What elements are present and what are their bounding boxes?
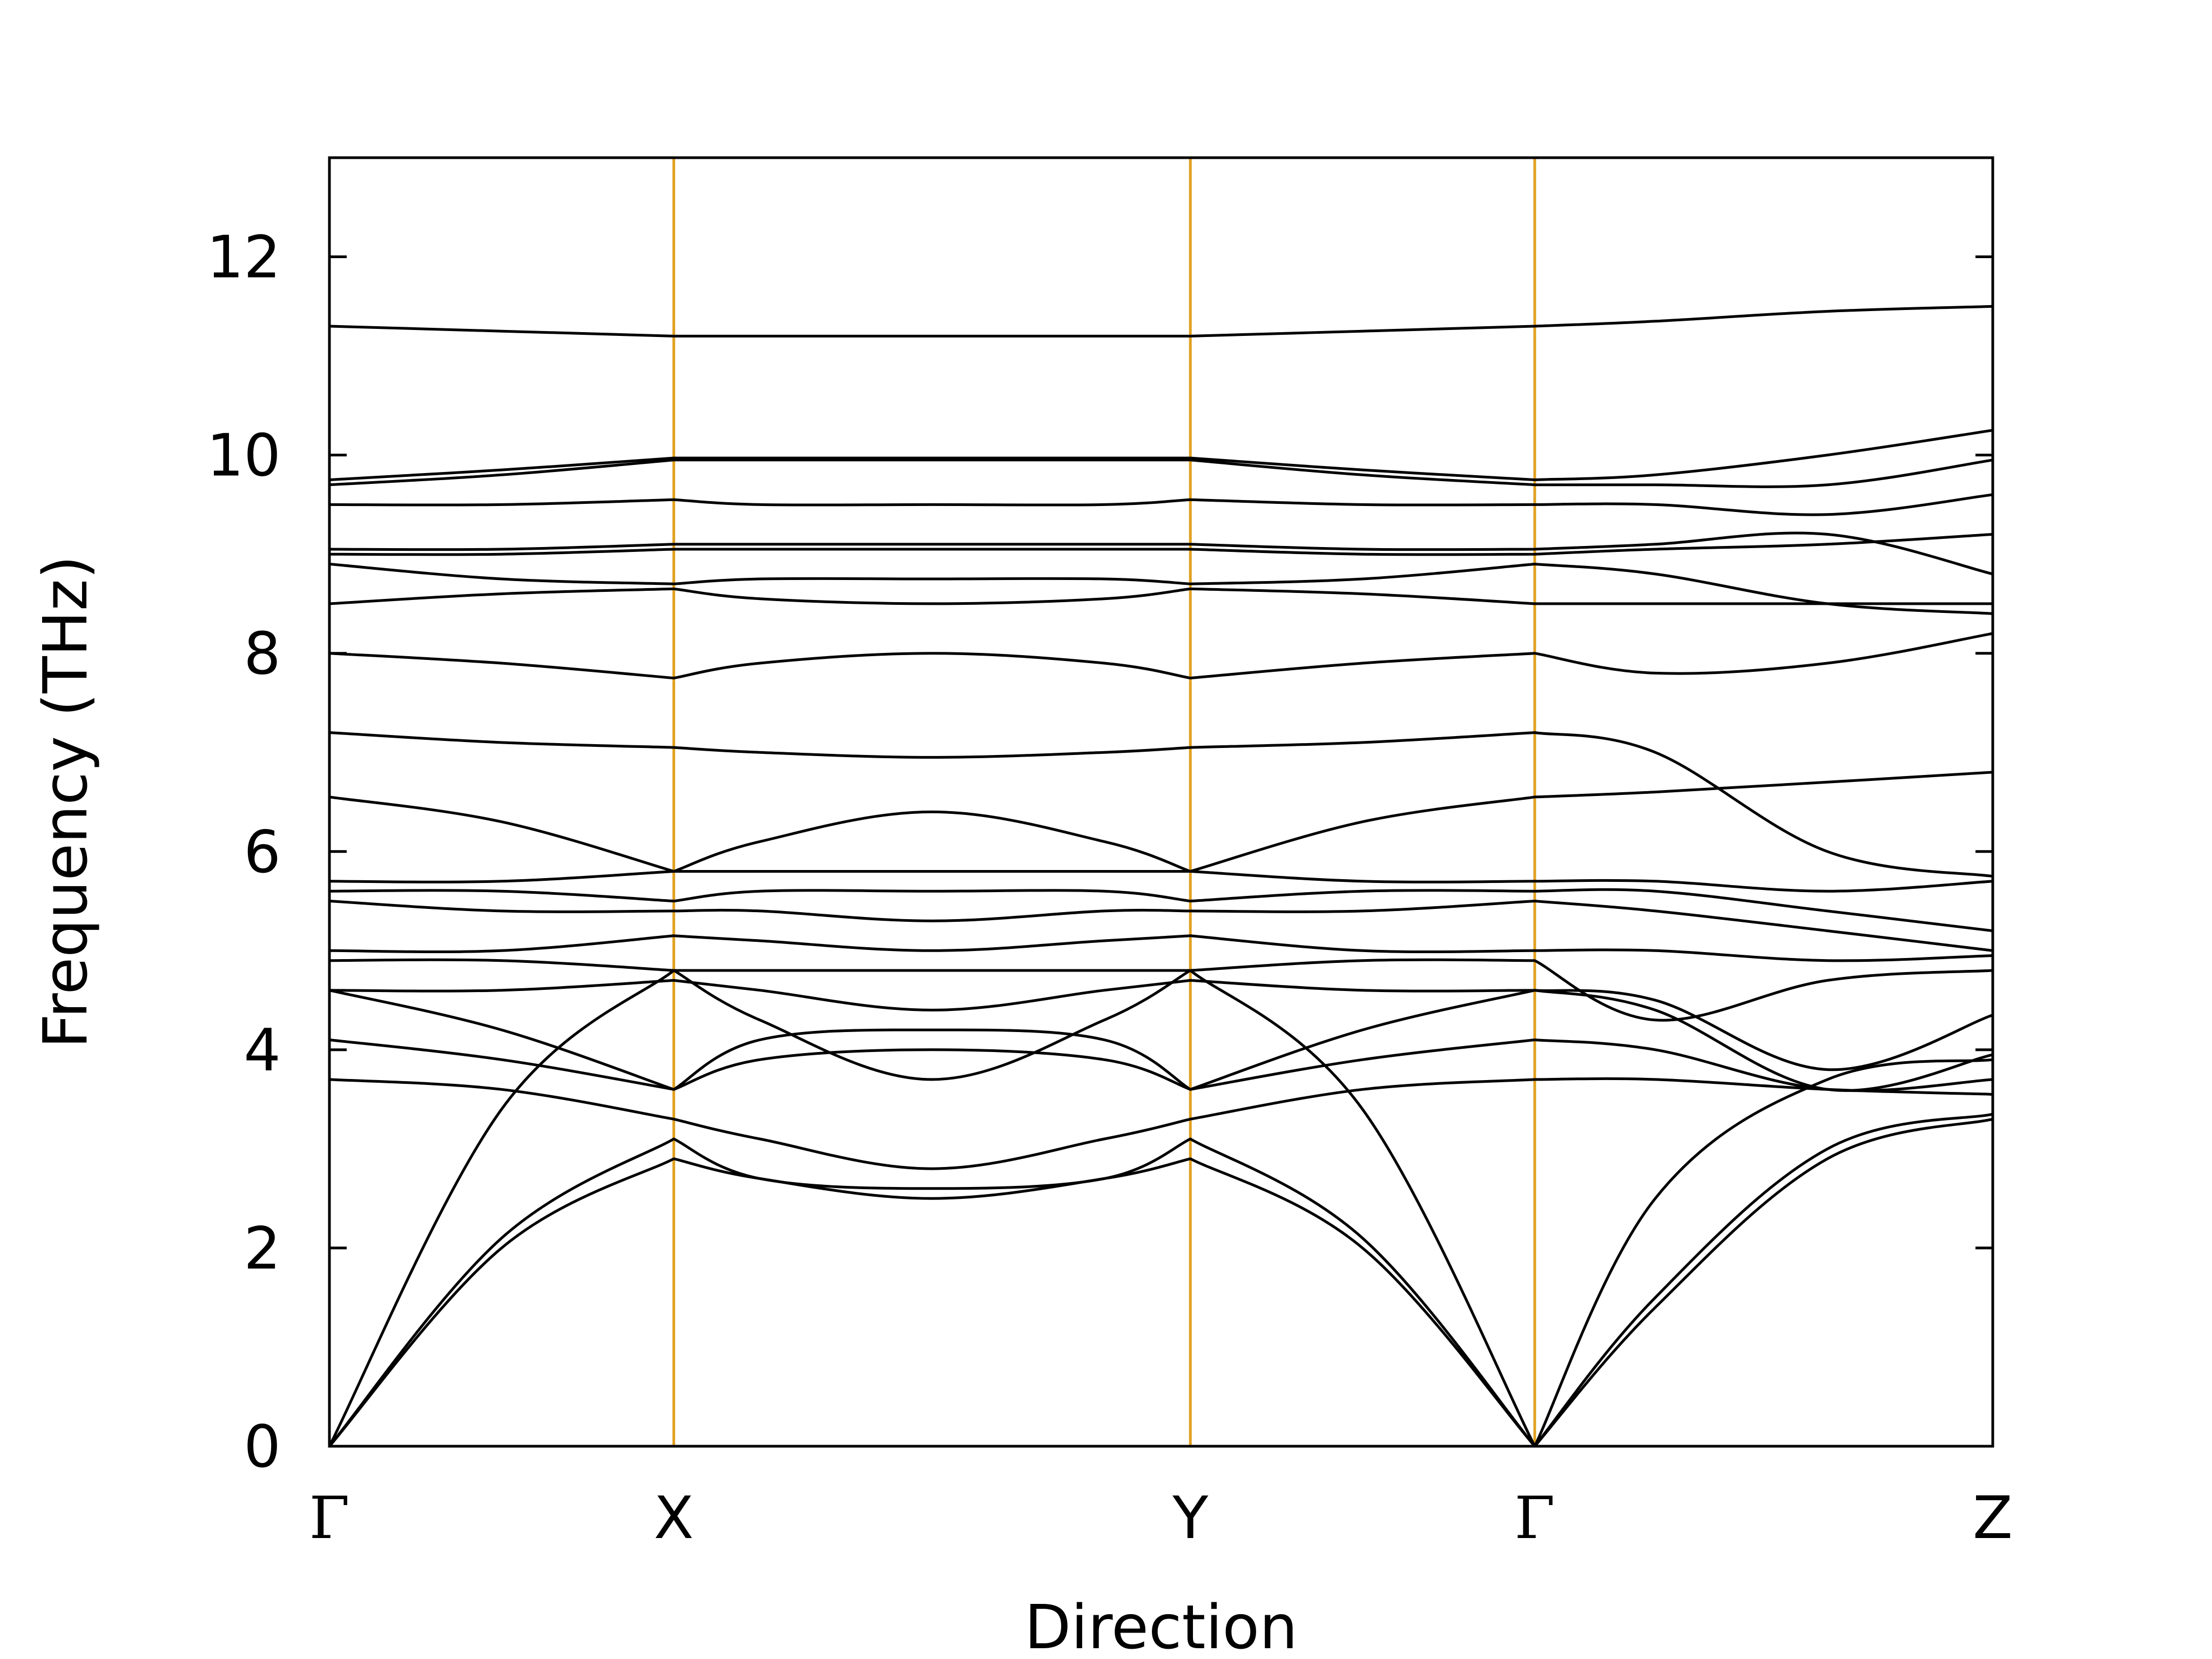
band-line-21 <box>328 458 1994 488</box>
x-tick-label: Γ <box>309 1485 350 1552</box>
y-tick-label: 10 <box>207 422 281 490</box>
band-line-6 <box>328 989 1994 1091</box>
band-line-8 <box>328 958 1994 1022</box>
y-axis-ticks: 0 2 4 6 8 10 12 <box>207 224 1993 1481</box>
band-line-16 <box>328 587 1994 605</box>
band-line-3 <box>328 969 1994 1448</box>
x-tick-label: Γ <box>1514 1485 1555 1552</box>
band-line-1 <box>328 1117 1994 1448</box>
band-line-19 <box>328 531 1994 576</box>
band-line-12 <box>328 869 1994 893</box>
band-line-2 <box>328 1112 1994 1448</box>
band-line-23 <box>328 305 1994 338</box>
band-line-7 <box>328 979 1994 1092</box>
band-line-5 <box>328 1038 1994 1092</box>
x-axis-title: Direction <box>1024 1593 1298 1659</box>
x-tick-label: Y <box>1172 1485 1209 1552</box>
band-line-17 <box>328 563 1994 615</box>
high-symmetry-dividers <box>672 158 1536 1446</box>
y-tick-label: 8 <box>244 621 281 688</box>
y-tick-label: 6 <box>244 819 281 886</box>
x-tick-label: X <box>654 1485 694 1552</box>
x-tick-label: Z <box>1973 1485 2013 1552</box>
band-line-13 <box>328 771 1994 873</box>
band-line-10 <box>328 900 1994 952</box>
band-line-9 <box>328 934 1994 962</box>
band-line-14 <box>328 731 1994 878</box>
y-axis-title: Frequency (THz) <box>31 555 101 1048</box>
phonon-bands <box>328 305 1994 1448</box>
y-tick-label: 0 <box>244 1413 281 1481</box>
band-line-4 <box>328 1077 1994 1170</box>
band-line-18 <box>328 532 1994 556</box>
y-tick-label: 2 <box>244 1215 281 1283</box>
band-line-22 <box>328 429 1994 481</box>
band-line-11 <box>328 888 1994 933</box>
band-line-20 <box>328 493 1994 516</box>
band-line-15 <box>328 632 1994 680</box>
plot-frame <box>328 156 1994 1448</box>
y-tick-label: 4 <box>244 1017 281 1084</box>
y-tick-label: 12 <box>207 224 281 292</box>
